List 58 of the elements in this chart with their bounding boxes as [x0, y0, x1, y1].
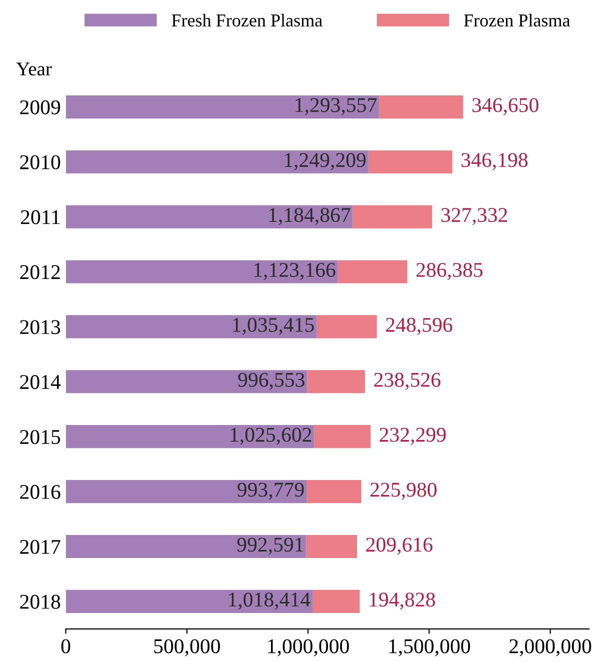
x-tick-label: 1,000,000: [268, 639, 349, 656]
bar: [66, 370, 308, 394]
bar: [66, 260, 338, 284]
bar: [316, 315, 377, 338]
bar: [352, 205, 432, 228]
data-label: 1,184,867: [269, 208, 350, 226]
data-label: 209,616: [366, 538, 432, 555]
bar: [338, 260, 408, 284]
data-label: 346,650: [472, 98, 538, 116]
y-tick-label: 2010: [20, 155, 60, 170]
y-tick-label: 2015: [20, 430, 60, 444]
legend-label: Fresh Frozen Plasma: [172, 14, 322, 27]
bar: [306, 480, 362, 504]
x-tick-label: 500,000: [154, 639, 220, 656]
y-tick-label: 2014: [20, 375, 61, 390]
bar: [66, 315, 317, 338]
data-label: 225,980: [370, 482, 437, 500]
data-label: 1,035,415: [233, 318, 314, 335]
data-label: 248,596: [386, 318, 452, 335]
y-tick-label: 2018: [20, 594, 60, 609]
bar: [66, 480, 307, 504]
bar: [306, 534, 358, 558]
data-label: 993,779: [238, 482, 304, 500]
y-tick-label: 2011: [20, 210, 60, 224]
bar: [66, 534, 306, 558]
data-label: 992,591: [237, 538, 304, 555]
y-tick-label: 2017: [20, 540, 60, 554]
bar: [66, 150, 368, 174]
bar: [66, 205, 353, 228]
data-label: 1,018,414: [229, 592, 310, 610]
y-axis-title: Year: [16, 62, 52, 76]
x-tick-label: 2,000,000: [510, 639, 592, 656]
data-label: 1,025,602: [230, 428, 312, 445]
y-tick-label: 2009: [20, 100, 60, 114]
bar: [314, 425, 370, 448]
y-tick-label: 2016: [20, 484, 60, 499]
data-label: 1,249,209: [284, 153, 366, 170]
x-tick-label: 0: [61, 639, 70, 654]
data-label: 194,828: [370, 592, 435, 610]
data-label: 996,553: [238, 372, 304, 390]
bar: [368, 150, 452, 174]
bar: [66, 590, 312, 613]
y-tick-label: 2013: [20, 320, 60, 334]
data-label: 232,299: [380, 428, 446, 445]
data-label: 346,198: [462, 153, 528, 170]
y-tick-label: 2012: [20, 265, 60, 280]
data-label: 327,332: [441, 208, 507, 226]
data-label: 1,123,166: [254, 262, 336, 280]
bar: [66, 425, 314, 448]
bar: [66, 95, 380, 118]
data-label: 286,385: [416, 262, 482, 280]
data-label: 1,293,557: [296, 98, 377, 116]
data-label: 238,526: [374, 372, 440, 390]
bar: [379, 95, 464, 118]
legend-label: Frozen Plasma: [464, 14, 570, 27]
bar: [307, 370, 365, 394]
bar: [312, 590, 360, 613]
x-tick-label: 1,500,000: [389, 639, 470, 656]
